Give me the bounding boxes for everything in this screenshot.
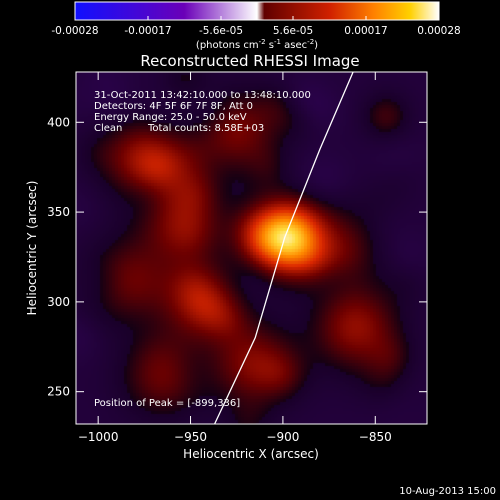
footer-timestamp: 10-Aug-2013 15:00 [399,486,496,497]
y-tick-label: 250 [47,385,70,399]
chart-title: Reconstructed RHESSI Image [140,52,360,70]
y-axis-label: Heliocentric Y (arcsec) [25,181,39,316]
peak-position-label: Position of Peak = [-899,336] [94,398,240,409]
info-energy-range: Energy Range: 25.0 - 50.0 keV [94,112,247,123]
x-tick-label: −900 [266,430,299,444]
colorbar-gradient [74,1,440,21]
info-time-range: 31-Oct-2011 13:42:10.000 to 13:48:10.000 [94,90,311,101]
colorbar-tick-label: -5.6e-05 [199,25,243,37]
colorbar-tick-label: 5.6e-05 [273,25,313,37]
plot-frame [75,71,428,425]
heatmap-image [76,72,427,424]
y-tick-label: 350 [47,205,70,219]
colorbar-tick-label: 0.00028 [417,25,460,37]
y-tick-label: 400 [47,115,70,129]
colorbar-tick-label: -0.00028 [51,25,98,37]
info-detectors: Detectors: 4F 5F 6F 7F 8F, Att 0 [94,101,253,112]
y-tick-label: 300 [47,295,70,309]
x-tick-label: −950 [174,430,207,444]
x-axis-label: Heliocentric X (arcsec) [183,447,319,461]
x-tick-label: −1000 [78,430,119,444]
colorbar: -0.00028 -0.00017 -5.6e-05 5.6e-05 0.000… [51,1,461,51]
info-clean-method: Clean [94,123,122,134]
colorbar-tick-label: 0.00017 [344,25,387,37]
colorbar-unit-label: (photons cm-2 s-1 asec-2) [196,38,318,51]
info-total-counts: Total counts: 8.58E+03 [147,123,264,134]
solar-limb-line [214,71,354,425]
x-tick-label: −850 [359,430,392,444]
colorbar-tick-label: -0.00017 [124,25,171,37]
